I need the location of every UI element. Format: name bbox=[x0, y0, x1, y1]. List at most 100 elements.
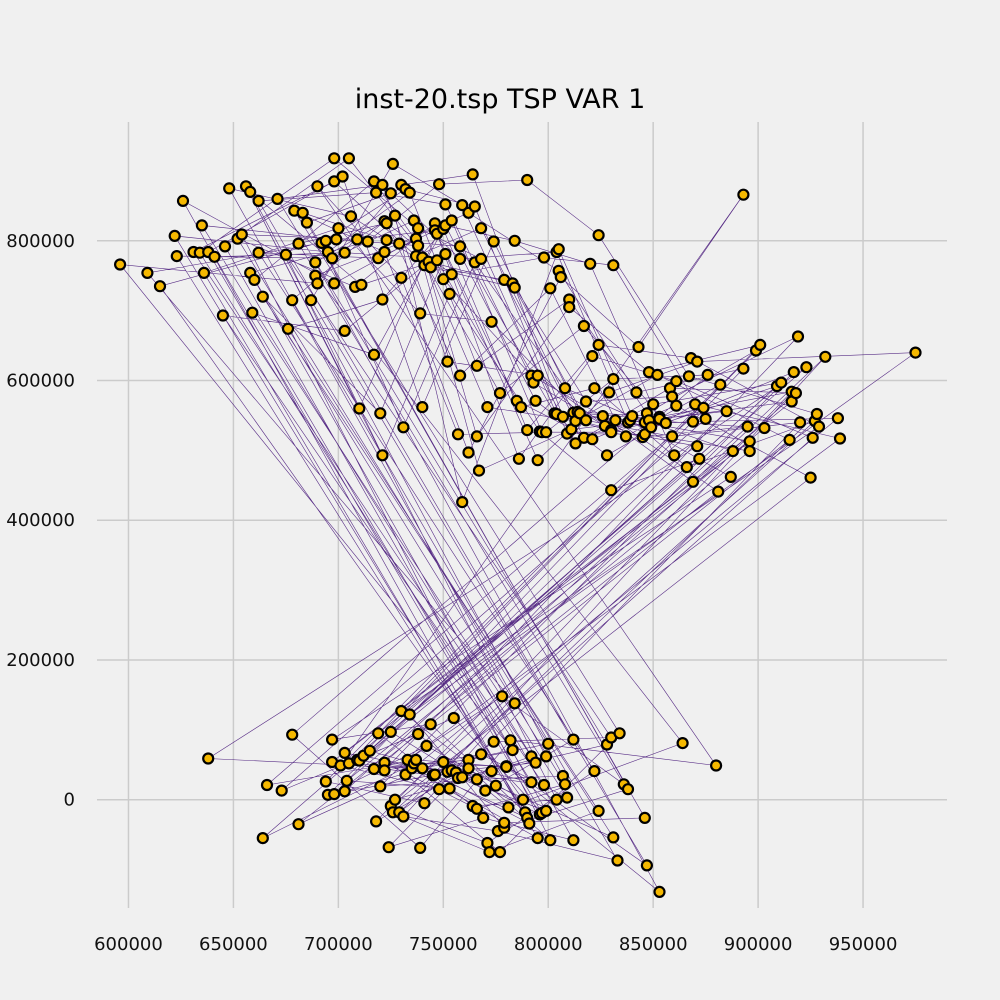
city-point bbox=[456, 771, 469, 784]
city-point bbox=[252, 194, 265, 207]
city-point bbox=[443, 287, 456, 300]
city-point bbox=[479, 784, 492, 797]
city-point bbox=[514, 401, 528, 414]
city-point bbox=[202, 752, 215, 765]
x-tick-label: 800000 bbox=[514, 934, 583, 955]
city-point bbox=[712, 485, 725, 498]
city-point bbox=[613, 727, 626, 740]
city-point bbox=[498, 816, 511, 829]
city-point bbox=[376, 293, 389, 306]
city-point bbox=[428, 768, 441, 781]
city-point bbox=[791, 330, 805, 343]
city-point bbox=[724, 470, 737, 483]
city-point bbox=[592, 229, 605, 242]
city-point bbox=[686, 475, 700, 488]
city-point bbox=[697, 401, 710, 414]
city-point bbox=[508, 697, 521, 710]
city-point bbox=[630, 386, 643, 399]
city-point bbox=[567, 733, 580, 746]
city-point bbox=[361, 235, 374, 248]
city-point bbox=[512, 452, 526, 465]
city-point bbox=[382, 841, 395, 854]
city-point bbox=[804, 471, 817, 484]
city-point bbox=[544, 834, 557, 847]
city-point bbox=[609, 414, 622, 427]
city-point bbox=[454, 240, 467, 253]
city-point bbox=[670, 399, 683, 412]
x-tick-label: 850000 bbox=[619, 934, 688, 955]
city-point bbox=[414, 307, 427, 320]
city-point bbox=[141, 266, 154, 279]
city-point bbox=[529, 756, 542, 769]
city-point bbox=[789, 387, 803, 400]
city-point bbox=[340, 774, 353, 787]
city-point bbox=[248, 273, 261, 286]
city-point bbox=[611, 854, 624, 867]
city-point bbox=[256, 290, 269, 303]
city-point bbox=[353, 402, 366, 415]
city-point bbox=[556, 410, 570, 423]
city-point bbox=[496, 690, 509, 703]
city-point bbox=[326, 733, 339, 746]
city-point bbox=[338, 324, 351, 337]
city-point bbox=[113, 258, 127, 271]
chart-title: inst-20.tsp TSP VAR 1 bbox=[354, 84, 646, 115]
city-point bbox=[607, 373, 620, 386]
city-point bbox=[787, 366, 800, 379]
city-point bbox=[558, 778, 572, 791]
city-point bbox=[260, 778, 274, 792]
city-point bbox=[563, 301, 576, 314]
city-point bbox=[584, 257, 597, 270]
city-point bbox=[309, 256, 322, 269]
city-point bbox=[393, 237, 406, 250]
city-point bbox=[485, 764, 498, 778]
city-point bbox=[384, 725, 397, 739]
city-point bbox=[619, 430, 633, 443]
city-point bbox=[632, 340, 645, 354]
city-point bbox=[412, 222, 425, 235]
city-point bbox=[588, 382, 601, 395]
city-point bbox=[682, 370, 696, 383]
city-point bbox=[579, 414, 593, 427]
city-point bbox=[579, 395, 593, 408]
city-point bbox=[607, 831, 620, 844]
city-point bbox=[909, 346, 922, 359]
city-point bbox=[397, 421, 410, 434]
city-point bbox=[653, 885, 666, 899]
city-point bbox=[500, 760, 513, 774]
city-point bbox=[737, 188, 750, 201]
x-tick-label: 600000 bbox=[94, 934, 163, 955]
city-point bbox=[668, 449, 681, 462]
city-point bbox=[336, 170, 349, 183]
city-point bbox=[395, 271, 408, 284]
city-point bbox=[412, 727, 425, 741]
city-point bbox=[414, 841, 427, 855]
city-point bbox=[592, 338, 605, 351]
city-point bbox=[216, 309, 229, 322]
city-point bbox=[246, 306, 259, 319]
city-point bbox=[670, 375, 683, 388]
city-point bbox=[403, 186, 416, 199]
city-point bbox=[605, 484, 618, 497]
city-point bbox=[602, 386, 616, 399]
city-point bbox=[489, 779, 502, 792]
city-point bbox=[416, 401, 429, 414]
city-point bbox=[286, 294, 299, 307]
city-point bbox=[470, 802, 483, 815]
city-point bbox=[523, 817, 536, 830]
city-point bbox=[709, 759, 723, 772]
city-point bbox=[370, 815, 383, 828]
city-point bbox=[475, 252, 488, 265]
city-point bbox=[475, 222, 488, 235]
city-point bbox=[640, 859, 654, 872]
city-point bbox=[388, 793, 402, 806]
y-tick-label: 400000 bbox=[6, 510, 75, 531]
city-point bbox=[397, 810, 410, 823]
city-point bbox=[416, 762, 429, 775]
x-tick-label: 900000 bbox=[724, 934, 793, 955]
city-point bbox=[529, 394, 542, 407]
city-point bbox=[542, 737, 555, 750]
city-point bbox=[741, 420, 754, 433]
